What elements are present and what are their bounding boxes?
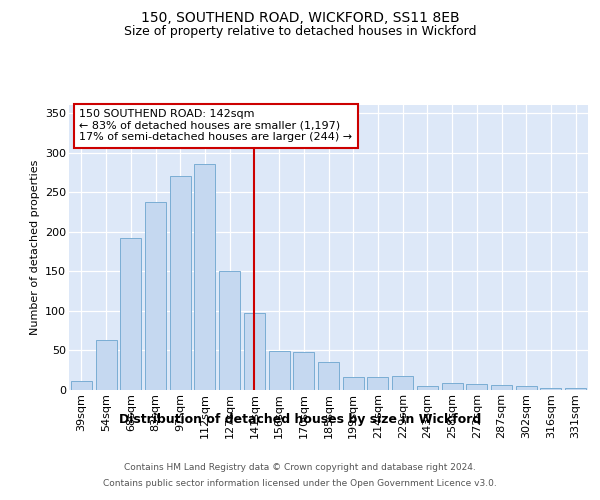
Bar <box>466 384 487 390</box>
Bar <box>71 380 92 390</box>
Text: Contains HM Land Registry data © Crown copyright and database right 2024.: Contains HM Land Registry data © Crown c… <box>124 464 476 472</box>
Bar <box>541 388 562 390</box>
Text: 150, SOUTHEND ROAD, WICKFORD, SS11 8EB: 150, SOUTHEND ROAD, WICKFORD, SS11 8EB <box>140 11 460 25</box>
Bar <box>367 378 388 390</box>
Bar <box>392 376 413 390</box>
Bar <box>219 271 240 390</box>
Bar <box>120 238 141 390</box>
Bar <box>516 386 537 390</box>
Bar <box>194 164 215 390</box>
Bar <box>318 362 339 390</box>
Bar <box>343 378 364 390</box>
Bar <box>145 202 166 390</box>
Bar <box>293 352 314 390</box>
Bar <box>95 340 116 390</box>
Text: 150 SOUTHEND ROAD: 142sqm
← 83% of detached houses are smaller (1,197)
17% of se: 150 SOUTHEND ROAD: 142sqm ← 83% of detac… <box>79 110 353 142</box>
Bar <box>491 385 512 390</box>
Text: Contains public sector information licensed under the Open Government Licence v3: Contains public sector information licen… <box>103 478 497 488</box>
Text: Size of property relative to detached houses in Wickford: Size of property relative to detached ho… <box>124 25 476 38</box>
Bar <box>244 313 265 390</box>
Text: Distribution of detached houses by size in Wickford: Distribution of detached houses by size … <box>119 412 481 426</box>
Bar <box>170 176 191 390</box>
Bar <box>565 388 586 390</box>
Y-axis label: Number of detached properties: Number of detached properties <box>29 160 40 335</box>
Bar <box>417 386 438 390</box>
Bar <box>269 351 290 390</box>
Bar <box>442 383 463 390</box>
